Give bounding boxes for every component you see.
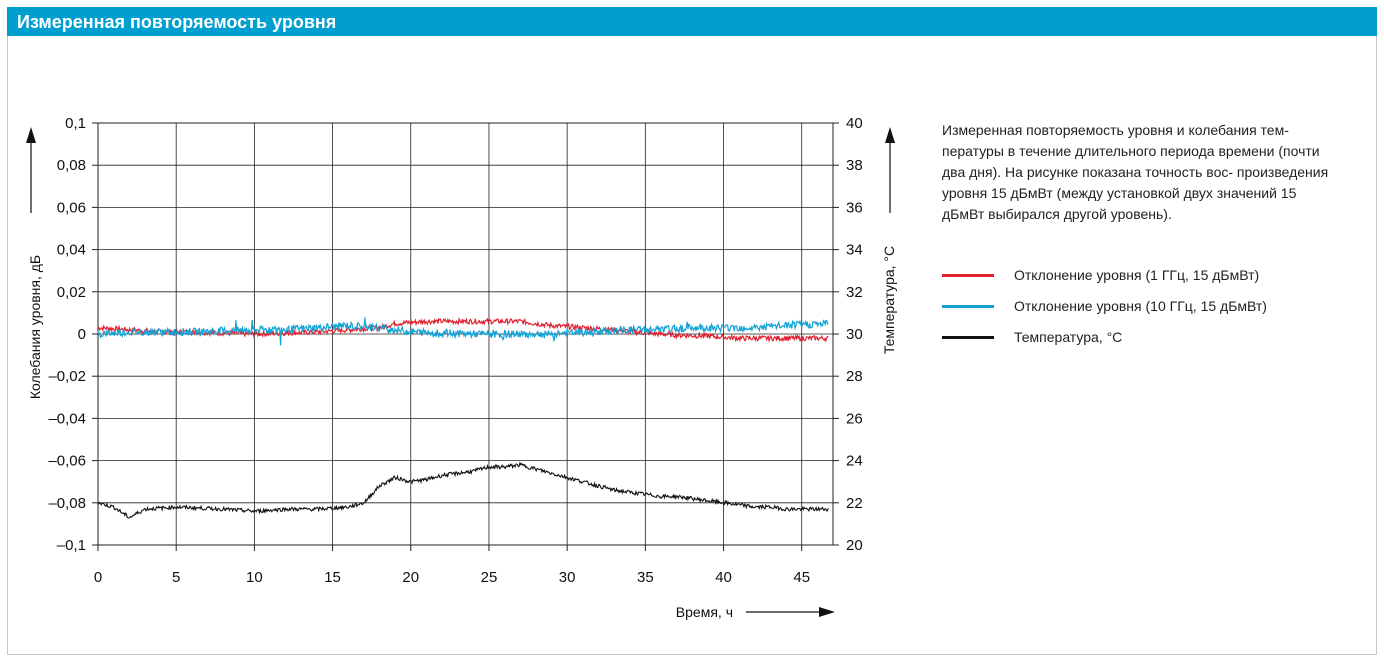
y2-tick-label: 28: [846, 368, 863, 385]
chart-ticks: 0,1 40 0,08 38 0,06 36 0,04 34 0,02 32 0 30 –0,02 28 –…: [48, 115, 862, 586]
y2-tick-label: 34: [846, 242, 863, 259]
y2-tick-label: 30: [846, 326, 863, 343]
y-axis-label: Колебания уровня, дБ: [27, 255, 43, 399]
x-tick-label: 5: [172, 569, 180, 586]
y-axis-arrow-head: [26, 127, 36, 143]
x-axis-arrow-head: [819, 607, 835, 617]
x-tick-label: 30: [559, 569, 576, 586]
legend-swatch-black: [942, 336, 994, 339]
legend-label: Отклонение уровня (1 ГГц, 15 дБмВт): [1014, 267, 1260, 283]
plot-border: [97, 122, 834, 546]
axis-arrows: [26, 127, 895, 617]
y2-tick-label: 32: [846, 284, 863, 301]
y-tick-label: –0,1: [57, 537, 86, 554]
y2-tick-label: 26: [846, 410, 863, 427]
y-tick-label: 0,08: [57, 157, 86, 174]
y-tick-label: –0,02: [48, 368, 86, 385]
y2-axis-arrow-head: [885, 127, 895, 143]
y-tick-label: 0,02: [57, 284, 86, 301]
x-tick-label: 40: [715, 569, 732, 586]
y2-tick-label: 22: [846, 495, 863, 512]
y2-axis-label: Температура, °C: [881, 246, 897, 354]
y-tick-label: 0,06: [57, 199, 86, 216]
header-bar: Измеренная повторяемость уровня: [7, 7, 1377, 36]
x-tick-label: 25: [481, 569, 498, 586]
y-tick-label: 0,1: [65, 115, 86, 132]
y2-tick-label: 40: [846, 115, 863, 132]
y-tick-label: 0,04: [57, 242, 86, 259]
x-tick-label: 20: [402, 569, 419, 586]
series-line-1ghz: [97, 316, 829, 344]
legend-label: Температура, °C: [1014, 329, 1123, 345]
legend-swatch-red: [942, 274, 994, 277]
x-tick-label: 0: [94, 569, 102, 586]
page-title: Измеренная повторяемость уровня: [17, 12, 337, 32]
series-line-10ghz: [97, 317, 829, 346]
x-tick-label: 45: [793, 569, 810, 586]
series-line-temperature: [97, 461, 829, 519]
y2-tick-label: 36: [846, 199, 863, 216]
legend-swatch-blue: [942, 305, 994, 308]
y-tick-label: –0,04: [48, 410, 86, 427]
figure-caption: Измеренная повторяемость уровня и колеба…: [942, 122, 1329, 222]
y-tick-label: –0,06: [48, 453, 86, 470]
y-tick-label: –0,08: [48, 495, 86, 512]
chart-series: [97, 316, 829, 519]
y2-tick-label: 20: [846, 537, 863, 554]
y2-tick-label: 24: [846, 453, 863, 470]
y2-tick-label: 38: [846, 157, 863, 174]
y-tick-label: 0: [78, 326, 86, 343]
legend-label: Отклонение уровня (10 ГГц, 15 дБмВт): [1014, 298, 1267, 314]
x-tick-label: 10: [246, 569, 263, 586]
x-tick-label: 35: [637, 569, 654, 586]
axis-labels: Колебания уровня, дБ Температура, °C Вре…: [27, 246, 897, 620]
x-tick-label: 15: [324, 569, 341, 586]
x-axis-label: Время, ч: [676, 604, 733, 620]
